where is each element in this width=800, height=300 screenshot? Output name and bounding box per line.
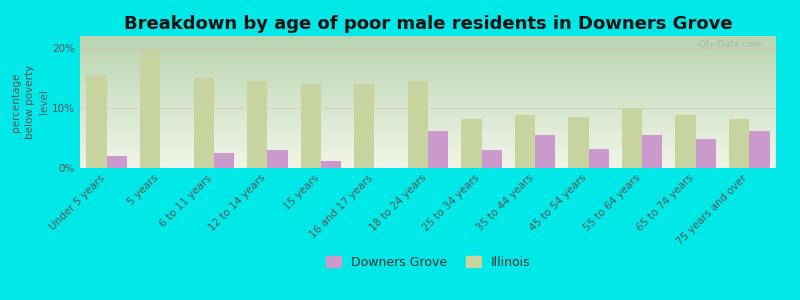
Bar xyxy=(568,117,589,168)
Title: Breakdown by age of poor male residents in Downers Grove: Breakdown by age of poor male residents … xyxy=(124,15,732,33)
Bar xyxy=(247,81,267,168)
Bar xyxy=(482,150,502,168)
Bar xyxy=(461,119,482,168)
Bar xyxy=(622,108,642,168)
Bar xyxy=(354,84,374,168)
Legend: Downers Grove, Illinois: Downers Grove, Illinois xyxy=(321,250,535,274)
Bar xyxy=(589,149,609,168)
Bar xyxy=(642,135,662,168)
Y-axis label: percentage
below poverty
level: percentage below poverty level xyxy=(11,65,50,139)
Text: City-Data.com: City-Data.com xyxy=(698,40,762,49)
Bar xyxy=(514,115,535,168)
Bar xyxy=(750,131,770,168)
Bar xyxy=(535,135,555,168)
Bar xyxy=(696,139,716,168)
Bar xyxy=(675,115,696,168)
Bar xyxy=(140,51,160,168)
Bar xyxy=(194,78,214,168)
Bar xyxy=(428,131,448,168)
Bar xyxy=(106,156,127,168)
Bar xyxy=(214,153,234,168)
Bar xyxy=(408,81,428,168)
Bar xyxy=(301,84,321,168)
Bar xyxy=(321,161,342,168)
Bar xyxy=(729,119,750,168)
Bar xyxy=(267,150,288,168)
Bar xyxy=(86,75,106,168)
